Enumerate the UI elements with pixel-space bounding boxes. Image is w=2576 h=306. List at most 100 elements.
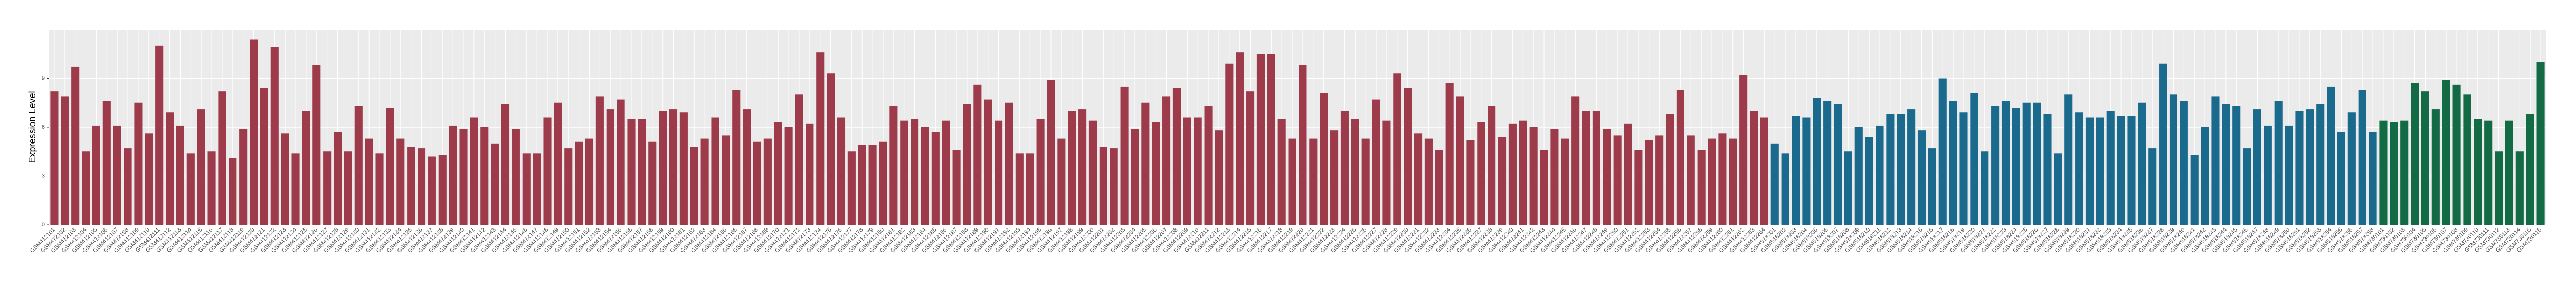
y-axis-label: Expression Level xyxy=(27,91,37,163)
bar xyxy=(1729,138,1737,225)
bar xyxy=(2043,114,2052,225)
bar xyxy=(1760,117,1768,225)
bar xyxy=(1194,117,1202,225)
bar xyxy=(911,119,919,225)
bar xyxy=(1309,138,1318,225)
bar xyxy=(1581,111,1590,225)
bar xyxy=(973,84,982,225)
bar xyxy=(1676,90,1684,225)
bar xyxy=(1833,104,1842,225)
bar xyxy=(1330,130,1339,225)
bar xyxy=(417,148,426,225)
bar xyxy=(2232,106,2241,225)
bar xyxy=(1823,101,1832,225)
bar xyxy=(1550,129,1559,225)
bar xyxy=(449,125,457,225)
bar xyxy=(386,108,394,225)
bar xyxy=(1844,151,1852,225)
bar xyxy=(2515,151,2524,225)
bar xyxy=(1665,114,1674,225)
bar xyxy=(165,112,174,225)
bar xyxy=(648,141,657,225)
bar xyxy=(889,106,898,225)
bar xyxy=(491,143,499,225)
bar xyxy=(2358,90,2366,225)
bar xyxy=(2211,96,2220,225)
bar xyxy=(679,112,688,225)
bar xyxy=(816,52,825,225)
bar xyxy=(1571,96,1580,225)
bar xyxy=(1372,99,1380,225)
bar xyxy=(344,151,352,225)
bar xyxy=(2347,112,2356,225)
bar xyxy=(155,45,164,225)
y-tick-label: 9 xyxy=(42,75,45,81)
bar xyxy=(837,117,846,225)
bar xyxy=(858,145,866,225)
bar xyxy=(82,151,90,225)
bar xyxy=(291,153,300,225)
bar xyxy=(1613,135,1622,225)
bar xyxy=(1183,117,1191,225)
y-tick-label: 0 xyxy=(42,222,45,228)
bar xyxy=(2190,155,2199,225)
bar xyxy=(2421,91,2430,225)
bar xyxy=(2022,102,2031,225)
bar xyxy=(700,138,709,225)
bar xyxy=(564,148,573,225)
bar xyxy=(732,90,741,225)
bar xyxy=(1393,73,1401,225)
bar xyxy=(1424,138,1433,225)
bar xyxy=(239,129,248,225)
bar xyxy=(2243,148,2251,225)
bar xyxy=(2484,120,2493,225)
bar xyxy=(1854,127,1863,225)
bar xyxy=(1172,88,1181,225)
bar xyxy=(2096,117,2104,225)
bar xyxy=(1949,101,1957,225)
y-tick-label: 3 xyxy=(42,173,45,179)
bar xyxy=(627,119,636,225)
bar xyxy=(2452,84,2461,225)
bar xyxy=(2054,153,2062,225)
bar xyxy=(1078,109,1087,225)
bar xyxy=(722,135,730,225)
bar xyxy=(438,155,447,225)
bar xyxy=(1456,96,1464,225)
bar xyxy=(145,133,153,225)
bar xyxy=(2442,80,2450,225)
bar xyxy=(1907,109,1916,225)
bar xyxy=(1592,111,1600,225)
bar xyxy=(1267,54,1275,225)
bar xyxy=(2327,86,2335,225)
bar xyxy=(323,151,332,225)
bar xyxy=(2306,109,2314,225)
bar xyxy=(354,106,363,225)
bar xyxy=(2495,151,2503,225)
bar xyxy=(900,120,908,225)
bar xyxy=(1770,143,1779,225)
bar xyxy=(1781,153,1789,225)
bar xyxy=(134,102,143,225)
bar xyxy=(1749,111,1758,225)
bar xyxy=(1288,138,1296,225)
bar xyxy=(2463,94,2471,225)
bar xyxy=(2390,122,2398,225)
bar xyxy=(1529,127,1538,225)
bar xyxy=(1561,138,1569,225)
bar xyxy=(1382,120,1391,225)
bar xyxy=(2474,119,2482,225)
bar xyxy=(2085,117,2094,225)
bar xyxy=(1813,98,1821,225)
bar xyxy=(952,150,961,225)
bar xyxy=(1624,123,1632,225)
bar xyxy=(1708,138,1716,225)
bar xyxy=(669,109,678,225)
bar xyxy=(2285,125,2293,225)
bar xyxy=(428,156,436,225)
bar xyxy=(1897,114,1905,225)
bar xyxy=(2526,114,2534,225)
bar xyxy=(774,122,782,225)
bar xyxy=(2505,120,2513,225)
bar xyxy=(1655,135,1664,225)
